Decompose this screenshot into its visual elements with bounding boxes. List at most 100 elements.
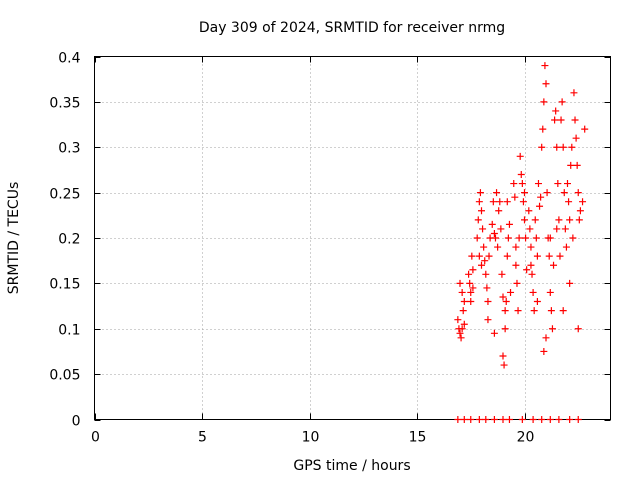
y-tick-label: 0.25 [49,187,80,203]
data-point [566,279,574,287]
data-point [528,270,536,278]
data-point [456,279,464,287]
data-point [512,261,520,269]
data-point [454,416,462,423]
data-point [575,216,583,224]
data-point [458,325,466,333]
data-point [493,189,501,197]
data-point [559,307,567,315]
data-point [466,279,474,287]
data-point [543,189,551,197]
data-point [527,243,535,251]
data-point [507,288,515,296]
data-point [559,143,567,151]
data-point [530,307,538,315]
data-point [469,266,477,274]
data-point [490,416,498,423]
data-point [504,234,512,242]
data-point [475,416,483,423]
data-point [483,284,491,292]
data-points [454,62,589,423]
data-point [546,234,554,242]
data-point [499,352,507,360]
data-point [557,116,565,124]
data-point [555,416,563,423]
data-point [558,98,566,106]
data-point [474,216,482,224]
data-point [574,325,582,333]
data-point [562,243,570,251]
data-point [531,216,539,224]
data-point [560,189,568,197]
data-point [522,234,530,242]
data-point [502,298,510,306]
y-tick-label: 0.3 [58,141,80,157]
data-point [497,225,505,233]
data-point [473,234,481,242]
data-point [481,257,489,265]
data-point [538,416,546,423]
axis-ticks: 0 0.05 0.1 0.15 0.2 0.25 0.3 0.35 0.4 0 5 10 15 20 [49,51,611,446]
data-point [569,234,577,242]
x-axis-label: GPS time / hours [293,458,410,474]
data-point [533,252,541,260]
data-point [478,207,485,215]
data-point [465,270,473,278]
data-point [460,320,468,328]
data-point [496,198,504,206]
data-point [542,334,550,342]
data-point [568,143,576,151]
data-point [526,225,534,233]
data-point [540,98,548,106]
data-point [479,225,487,233]
data-point [519,198,527,206]
data-point [574,416,582,423]
data-point [517,170,525,178]
data-point [456,329,464,337]
data-point [525,207,533,215]
data-point [495,207,503,215]
data-point [467,416,475,423]
data-point [571,116,579,124]
data-point [570,89,578,97]
data-point [521,189,528,197]
data-point [515,234,523,242]
data-point [503,252,511,260]
data-point [454,316,462,324]
data-point [468,252,476,260]
data-point [521,216,528,224]
x-tick-label: 10 [302,430,320,446]
data-point [533,298,541,306]
data-point [537,193,545,201]
data-point [514,307,522,315]
data-point [538,143,546,151]
x-tick-label: 0 [91,430,100,446]
data-point [547,307,555,315]
data-point [467,288,475,296]
data-point [505,220,513,228]
data-point [546,288,554,296]
data-point [460,298,468,306]
data-point [561,225,569,233]
data-point [534,180,542,188]
data-point [523,266,531,274]
data-point [459,307,467,315]
y-tick-label: 0.35 [49,96,80,112]
data-point [488,220,496,228]
data-point [518,180,526,188]
y-tick-label: 0 [72,414,81,430]
data-point [485,252,493,260]
data-point [554,180,562,188]
data-point [505,416,513,423]
data-point [457,334,465,342]
data-point [516,152,524,160]
data-point [550,261,558,269]
data-point [482,270,490,278]
y-tick-label: 0.15 [49,277,80,293]
data-point [566,416,574,423]
data-point [546,416,554,423]
x-tick-label: 5 [198,430,207,446]
data-point [565,198,573,206]
data-point [510,180,518,188]
